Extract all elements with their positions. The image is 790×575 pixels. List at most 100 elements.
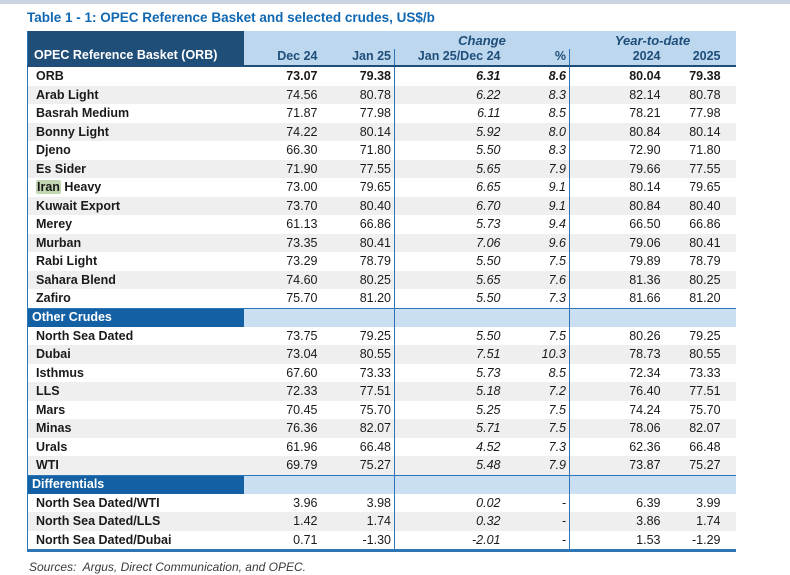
dec24-value: 66.30: [286, 143, 318, 157]
row-label: WTI: [27, 456, 244, 475]
row-label: North Sea Dated/WTI: [36, 495, 160, 510]
change-pct-value: 7.6: [508, 270, 571, 289]
table-row: Mars 70.45 75.70 5.25 7.5 74.24 75.70: [28, 400, 736, 419]
row-label: Merey: [36, 217, 73, 231]
row-label: Iran Heavy: [36, 180, 102, 194]
change-value: 5.65: [394, 159, 509, 178]
change-value: 6.31: [476, 69, 501, 83]
ytd-2024-value: 81.36: [569, 270, 669, 289]
change-value: 6.65: [476, 180, 501, 194]
dec24-value: 74.60: [243, 270, 326, 289]
ytd-2025-value: 80.25: [668, 270, 736, 289]
change-pct-value: -: [508, 493, 571, 512]
row-label: Kuwait Export: [27, 196, 244, 215]
change-value: 6.11: [477, 106, 501, 120]
table-row: Minas 76.36 82.07 5.71 7.5 78.06 82.07: [27, 419, 736, 438]
row-label: Urals: [36, 439, 68, 454]
jan25-value: 80.25: [325, 270, 395, 289]
ytd-2024-value: 78.06: [569, 419, 669, 438]
jan25-value: 75.27: [325, 456, 395, 475]
table-section: Other Crudes North Sea Dated 73.75 79.25 5.5…: [27, 307, 736, 475]
ytd-2025-value: 75.70: [689, 402, 721, 417]
row-label: Djeno: [36, 143, 71, 157]
table-row: Arab Light 74.56 80.78 6.22 8.3 82.14 80.78: [27, 85, 736, 104]
ytd-2024-value: 79.66: [569, 159, 669, 178]
ytd-2024-value: 3.86: [569, 512, 669, 531]
ytd-2025-value: 77.55: [668, 159, 736, 178]
ytd-2025-value: 77.98: [689, 106, 721, 120]
section-header-band: [243, 307, 326, 327]
change-pct-value: 7.5: [508, 419, 571, 438]
ytd-2024-value: 80.84: [569, 196, 669, 215]
dec24-value: 71.87: [286, 106, 318, 120]
row-label: Isthmus: [36, 365, 84, 380]
crude-prices-table: OPEC Reference Basket (ORB) Change Year-…: [27, 31, 736, 552]
ytd-2025-value: 80.40: [668, 196, 736, 215]
ytd-2025-value: 80.41: [668, 233, 736, 252]
ytd-2025-value: 75.27: [668, 456, 736, 475]
jan25-value: 80.40: [325, 196, 395, 215]
change-value: 5.50: [476, 254, 501, 268]
ytd-2025-value: 79.25: [689, 328, 721, 343]
change-pct-value: -: [508, 512, 571, 531]
table-row: Es Sider 71.90 77.55 5.65 7.9 79.66 77.55: [27, 159, 736, 178]
dec24-value: 0.71: [243, 530, 326, 552]
window-top-strip: [0, 0, 790, 4]
change-pct-value: 9.4: [508, 215, 571, 234]
dec24-value: 73.07: [286, 69, 318, 83]
table-row: LLS 72.33 77.51 5.18 7.2 76.40 77.51: [27, 382, 736, 401]
col-header-jan25: Jan 25: [325, 49, 395, 67]
section-header-band: [508, 474, 571, 494]
dec24-value: 76.36: [243, 419, 326, 438]
ytd-2024-value: 80.14: [629, 180, 661, 194]
ytd-2025-value: 66.48: [689, 439, 721, 454]
row-label: Es Sider: [27, 159, 244, 178]
dec24-value: 73.00: [286, 180, 318, 194]
change-value: 5.73: [476, 365, 501, 380]
ytd-2024-value: 80.04: [629, 69, 661, 83]
ytd-2024-value: 66.50: [629, 217, 661, 231]
search-highlight: Iran: [36, 180, 61, 194]
column-header-row: Dec 24 Jan 25 Jan 25/Dec 24 % 2024 2025: [28, 49, 736, 67]
section-header-band: [394, 307, 509, 327]
dec24-value: 69.79: [243, 456, 326, 475]
section-header-label: Differentials: [27, 474, 244, 494]
section-header-band: [508, 307, 571, 327]
change-value: 4.52: [476, 439, 501, 454]
ytd-2025-value: 80.78: [668, 85, 736, 104]
section-header-band: [668, 474, 736, 494]
dec24-value: 61.96: [286, 439, 318, 454]
dec24-value: 71.90: [243, 159, 326, 178]
row-label: Bonny Light: [27, 122, 244, 141]
jan25-value: 77.51: [325, 382, 395, 401]
table-section: ORB 73.07 79.38 6.31 8.6 80.04 79.38 Arab Light…: [27, 66, 736, 308]
dec24-value: 70.45: [286, 402, 318, 417]
change-pct-value: 8.3: [508, 85, 571, 104]
dec24-value: 74.56: [243, 85, 326, 104]
change-pct-value: 7.5: [508, 326, 571, 345]
change-pct-value: 7.5: [508, 252, 571, 271]
change-pct-value: 8.0: [508, 122, 571, 141]
ytd-2025-value: 78.79: [689, 254, 721, 268]
jan25-value: -1.30: [325, 530, 395, 552]
spacer-header-cell: [243, 31, 395, 49]
row-label: Murban: [27, 233, 244, 252]
section-header-band: [569, 474, 669, 494]
table-section: Differentials North Sea Dated/WTI 3.96 3.98…: [27, 474, 736, 552]
table-row: North Sea Dated/Dubai 0.71 -1.30 -2.01-1.53…: [27, 530, 736, 552]
ytd-2024-value: 81.66: [629, 291, 661, 305]
table-row: North Sea Dated/WTI 3.96 3.98 0.02- 6.39 3.99: [28, 493, 736, 512]
change-value: 5.73: [476, 217, 501, 231]
table-row: WTI 69.79 75.27 5.48 7.9 73.87 75.27: [27, 456, 736, 475]
ytd-2025-value: 71.80: [689, 143, 721, 157]
ytd-2025-value: 66.86: [689, 217, 721, 231]
ytd-2025-value: 79.65: [689, 180, 721, 194]
table-title: Table 1 - 1: OPEC Reference Basket and s…: [27, 10, 435, 25]
dec24-value: 73.70: [243, 196, 326, 215]
report-page: Table 1 - 1: OPEC Reference Basket and s…: [0, 10, 790, 574]
change-value: 5.50: [476, 328, 501, 343]
change-value: 5.50: [476, 291, 501, 305]
change-value: 5.71: [394, 419, 509, 438]
section-header-label: Other Crudes: [27, 307, 244, 327]
change-value: 5.48: [394, 456, 509, 475]
